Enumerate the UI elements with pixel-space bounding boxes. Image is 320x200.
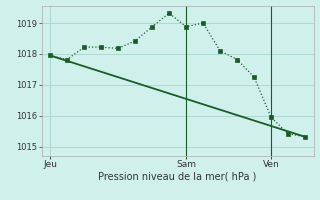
- X-axis label: Pression niveau de la mer( hPa ): Pression niveau de la mer( hPa ): [99, 172, 257, 182]
